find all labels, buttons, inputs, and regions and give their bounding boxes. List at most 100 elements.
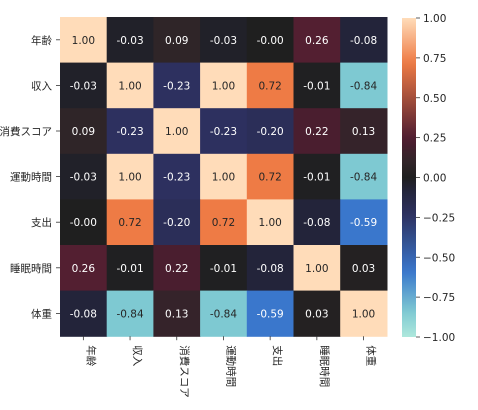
heatmap-cell-r4-c1 (106, 199, 154, 246)
cell-label-r6-c1: -0.84 (116, 308, 143, 320)
cell-label-r1-c1: 1.00 (118, 80, 141, 92)
cell-label-r0-c1: -0.03 (116, 35, 143, 47)
heatmap-cell-r5-c3 (200, 245, 248, 292)
heatmap-cell-r0-c5 (293, 17, 341, 64)
heatmap-cell-r3-c1 (106, 153, 154, 200)
y-tick-label-1: 収入 (31, 80, 52, 92)
cell-label-r6-c4: -0.59 (257, 308, 284, 320)
heatmap-cell-r5-c6 (340, 245, 388, 292)
cell-label-r6-c3: -0.84 (210, 308, 237, 320)
cell-label-r2-c3: -0.23 (210, 126, 237, 138)
heatmap-cell-r6-c2 (153, 290, 201, 337)
cell-label-r0-c2: 0.09 (165, 35, 188, 47)
heatmap-cell-r3-c4 (246, 153, 295, 200)
x-tick-label-1: 収入 (131, 345, 143, 366)
heatmap-cell-r3-c6 (340, 153, 388, 200)
cell-label-r1-c5: -0.01 (303, 80, 330, 92)
cell-label-r0-c4: -0.00 (257, 35, 284, 47)
cell-label-r5-c0: 0.26 (72, 263, 96, 275)
heatmap-cell-r2-c2 (153, 108, 201, 155)
colorbar-tick-label-4: 0.00 (423, 173, 446, 185)
cell-label-r0-c5: 0.26 (305, 35, 329, 47)
heatmap-cell-r1-c6 (340, 62, 388, 109)
heatmap-cell-r0-c6 (340, 17, 388, 64)
colorbar: 1.00 0.75 0.50 0.25 0.00 −0.25 −0.50 −0.75 −1.00 (402, 13, 455, 344)
cell-label-r5-c3: -0.01 (210, 263, 237, 275)
heatmap-cell-r1-c2 (153, 62, 201, 109)
cell-label-r5-c4: -0.08 (257, 263, 284, 275)
heatmap-cell-r2-c6 (340, 108, 388, 155)
heatmap-cells (60, 17, 388, 337)
heatmap-cell-r3-c5 (293, 153, 341, 200)
cell-label-r0-c3: -0.03 (210, 35, 237, 47)
heatmap-cell-r6-c6 (340, 290, 388, 337)
heatmap-cell-r1-c5 (293, 62, 341, 109)
heatmap-cell-r2-c5 (293, 108, 341, 155)
heatmap-cell-r5-c2 (153, 245, 201, 292)
colorbar-tick-label-1: 0.75 (423, 53, 446, 65)
heatmap-cell-r4-c6 (340, 199, 388, 246)
cell-label-r4-c6: -0.59 (350, 217, 377, 229)
cell-label-r4-c0: -0.00 (70, 217, 97, 229)
cell-label-r5-c5: 1.00 (305, 263, 328, 275)
colorbar-tick-label-8: −1.00 (423, 332, 455, 344)
heatmap-cell-r6-c5 (293, 290, 341, 337)
heatmap-cell-r3-c2 (153, 153, 201, 200)
x-tick-label-3: 運動時間 (224, 345, 237, 387)
cell-label-r2-c6: 0.13 (352, 126, 375, 138)
cell-label-r5-c2: 0.22 (165, 263, 188, 275)
heatmap-cell-r6-c0 (60, 290, 108, 337)
y-tick-label-2: 消費スコア (0, 125, 52, 138)
heatmap-cell-r1-c4 (246, 62, 295, 109)
cell-label-r2-c2: 1.00 (165, 126, 188, 138)
cell-label-r1-c3: 1.00 (212, 80, 235, 92)
cell-label-r4-c4: 1.00 (258, 217, 281, 229)
cell-label-r3-c3: 1.00 (212, 172, 235, 184)
cell-label-r0-c6: -0.08 (350, 35, 377, 47)
cell-label-r2-c0: 0.09 (72, 126, 95, 138)
heatmap-cell-r5-c0 (60, 245, 108, 292)
heatmap-cell-r6-c4 (246, 290, 295, 337)
cell-label-r5-c6: 0.03 (352, 263, 375, 275)
cell-label-r2-c5: 0.22 (305, 126, 328, 138)
cell-label-r4-c1: 0.72 (118, 217, 141, 229)
y-tick-label-6: 体重 (31, 307, 52, 320)
heatmap-cell-r6-c3 (200, 290, 248, 337)
heatmap-cell-r2-c4 (246, 108, 295, 155)
heatmap-cell-r4-c5 (293, 199, 341, 246)
cell-label-r6-c0: -0.08 (70, 308, 97, 320)
heatmap-cell-r4-c4 (246, 199, 295, 246)
heatmap-cell-r0-c3 (200, 17, 248, 64)
cell-label-r6-c2: 0.13 (165, 308, 188, 320)
cell-label-r1-c2: -0.23 (163, 80, 190, 92)
heatmap-cell-r0-c1 (106, 17, 154, 64)
cell-label-r3-c5: -0.01 (303, 172, 330, 184)
cell-label-r1-c4: 0.72 (258, 80, 281, 92)
cell-label-r6-c5: 0.03 (305, 308, 328, 320)
cell-label-r0-c0: 1.00 (72, 35, 95, 47)
heatmap-cell-r0-c2 (153, 17, 201, 64)
cell-label-r3-c2: -0.23 (163, 172, 190, 184)
y-tick-label-4: 支出 (31, 216, 52, 229)
colorbar-tick-label-6: −0.50 (423, 252, 455, 264)
heatmap-cell-r5-c4 (246, 245, 295, 292)
heatmap-cell-r3-c3 (200, 153, 248, 200)
heatmap-cell-r2-c3 (200, 108, 248, 155)
cell-label-r6-c6: 1.00 (352, 308, 375, 320)
y-tick-label-3: 運動時間 (10, 171, 52, 184)
cell-label-r4-c5: -0.08 (303, 217, 330, 229)
cell-label-r3-c1: 1.00 (118, 172, 141, 184)
colorbar-tick-label-0: 1.00 (423, 13, 446, 25)
heatmap-cell-r1-c1 (106, 62, 154, 109)
colorbar-tick-label-2: 0.50 (423, 93, 446, 105)
heatmap-cell-r4-c0 (60, 199, 108, 246)
heatmap-cell-labels: 1.00 -0.03 0.09 -0.03 -0.00 0.26 -0.08 -0.03 1.0… (70, 35, 378, 321)
y-tick-label-5: 睡眠時間 (10, 262, 52, 275)
heatmap-cell-r0-c4 (246, 17, 295, 64)
heatmap-cell-r4-c3 (200, 199, 248, 246)
heatmap-cell-r3-c0 (60, 153, 108, 200)
colorbar-tick-label-3: 0.25 (423, 133, 446, 145)
x-axis: 年齢 収入 消費スコア 運動時間 支出 睡眠時間 体重 (82, 336, 378, 398)
